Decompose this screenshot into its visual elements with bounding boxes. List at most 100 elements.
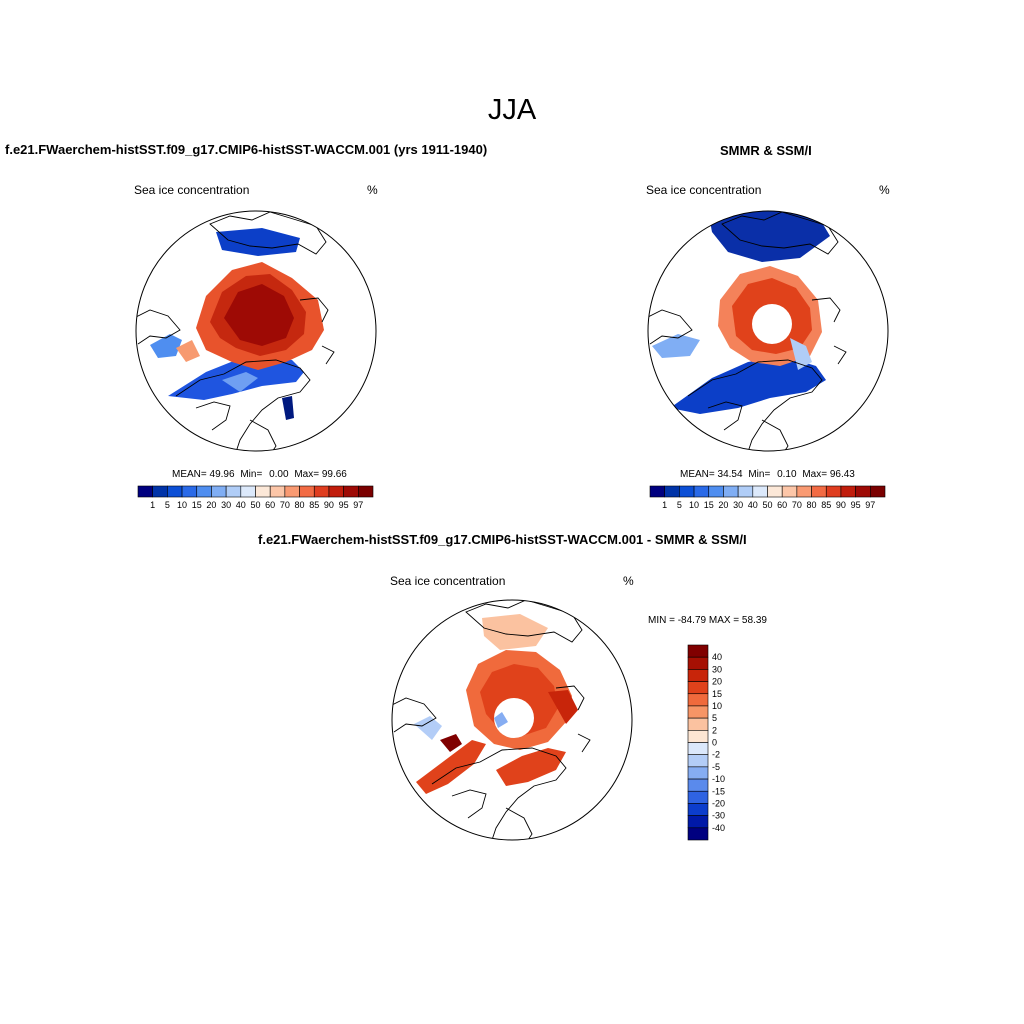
obs-min-value: 0.10 bbox=[777, 469, 797, 480]
model-max-value: 99.66 bbox=[321, 469, 347, 480]
obs-colorbar-swatch bbox=[796, 485, 812, 498]
model-stats: MEAN= 49.96 Min= 0.00 Max= 99.66 bbox=[172, 469, 347, 480]
model-colorbar-swatch bbox=[284, 485, 300, 498]
obs-stats: MEAN= 34.54 Min= 0.10 Max= 96.43 bbox=[680, 469, 855, 480]
model-map bbox=[135, 210, 377, 452]
diff-colorbar-swatch bbox=[687, 778, 709, 792]
model-map-border bbox=[135, 210, 377, 452]
model-colorbar-tick-label: 80 bbox=[295, 500, 305, 510]
model-ice-field bbox=[150, 228, 324, 420]
diff-variable-label: Sea ice concentration bbox=[390, 574, 506, 588]
obs-colorbar-swatch bbox=[708, 485, 724, 498]
obs-mean-value: 34.54 bbox=[717, 469, 743, 480]
model-mean-value: 49.96 bbox=[209, 469, 235, 480]
diff-colorbar-swatch bbox=[687, 790, 709, 804]
diff-map bbox=[391, 599, 633, 841]
obs-colorbar-tick-label: 80 bbox=[807, 500, 817, 510]
obs-colorbar: 1 5 10 15 20 30 40 50 60 70 80 85 90 95 97 bbox=[649, 485, 886, 510]
obs-colorbar-tick-label: 40 bbox=[748, 500, 758, 510]
obs-colorbar-tick-label: 10 bbox=[689, 500, 699, 510]
obs-ice-field bbox=[652, 211, 830, 414]
diff-minmax: MIN = -84.79 MAX = 58.39 bbox=[648, 615, 767, 626]
diff-colorbar-tick-label: 15 bbox=[712, 689, 722, 699]
model-colorbar-swatch bbox=[299, 485, 315, 498]
diff-colorbar-swatch bbox=[687, 754, 709, 768]
model-colorbar-tick-label: 30 bbox=[221, 500, 231, 510]
diff-colorbar-tick-label: -2 bbox=[712, 750, 720, 760]
diff-colorbar-swatch bbox=[687, 766, 709, 780]
model-colorbar-tick-label: 15 bbox=[192, 500, 202, 510]
model-colorbar-swatch bbox=[225, 485, 242, 498]
diff-colorbar-tick-label: 5 bbox=[712, 713, 717, 723]
model-colorbar-tick-label: 40 bbox=[236, 500, 246, 510]
model-colorbar: 1 5 10 15 20 30 40 50 60 70 80 85 90 95 97 bbox=[137, 485, 374, 510]
model-colorbar-swatch bbox=[255, 485, 271, 498]
obs-colorbar-tick-label: 30 bbox=[733, 500, 743, 510]
obs-colorbar-swatch bbox=[825, 485, 842, 498]
diff-units-label: % bbox=[623, 574, 634, 588]
obs-colorbar-swatch bbox=[870, 485, 886, 498]
diff-coastlines bbox=[392, 600, 591, 840]
diff-colorbar-swatch bbox=[687, 705, 709, 719]
model-min-label: Min= bbox=[240, 469, 263, 480]
obs-colorbar-tick-label: 60 bbox=[777, 500, 787, 510]
model-colorbar-tick-label: 90 bbox=[324, 500, 334, 510]
obs-colorbar-swatch bbox=[723, 485, 739, 498]
obs-colorbar-tick-label: 15 bbox=[704, 500, 714, 510]
obs-min-label: Min= bbox=[748, 469, 771, 480]
obs-colorbar-swatch bbox=[679, 485, 695, 498]
obs-colorbar-swatch bbox=[840, 485, 856, 498]
obs-colorbar-swatch bbox=[811, 485, 827, 498]
model-colorbar-tick-label: 95 bbox=[339, 500, 349, 510]
diff-colorbar-swatch bbox=[687, 730, 709, 743]
obs-colorbar-tick-label: 70 bbox=[792, 500, 802, 510]
obs-colorbar-tick-label: 50 bbox=[762, 500, 772, 510]
obs-variable-label: Sea ice concentration bbox=[646, 183, 762, 197]
diff-colorbar-tick-label: -30 bbox=[712, 811, 725, 821]
obs-colorbar-tick-label: 90 bbox=[836, 500, 846, 510]
diff-colorbar-tick-label: -40 bbox=[712, 823, 725, 833]
model-colorbar-swatch bbox=[137, 485, 153, 498]
model-colorbar-tick-label: 10 bbox=[177, 500, 187, 510]
diff-colorbar-tick-label: 10 bbox=[712, 701, 722, 711]
diff-colorbar-swatch bbox=[687, 815, 709, 829]
model-colorbar-tick-label: 85 bbox=[309, 500, 319, 510]
model-panel-title: f.e21.FWaerchem-histSST.f09_g17.CMIP6-hi… bbox=[5, 142, 488, 157]
model-mean-label: MEAN= bbox=[172, 469, 207, 480]
model-colorbar-tick-label: 70 bbox=[280, 500, 290, 510]
obs-colorbar-tick-label: 1 bbox=[662, 500, 667, 510]
diff-colorbar-swatch bbox=[687, 803, 709, 816]
obs-colorbar-swatch bbox=[781, 485, 798, 498]
model-colorbar-swatch bbox=[167, 485, 183, 498]
obs-colorbar-swatch bbox=[855, 485, 871, 498]
model-colorbar-swatch bbox=[240, 485, 256, 498]
diff-colorbar-tick-label: -20 bbox=[712, 798, 725, 808]
obs-colorbar-swatch bbox=[767, 485, 783, 498]
obs-colorbar-swatch bbox=[752, 485, 768, 498]
diff-colorbar-tick-label: 30 bbox=[712, 664, 722, 674]
model-min-value: 0.00 bbox=[269, 469, 289, 480]
diff-colorbar-swatch bbox=[687, 656, 709, 670]
obs-colorbar-swatch bbox=[737, 485, 754, 498]
model-colorbar-swatch bbox=[152, 485, 168, 498]
obs-colorbar-swatch bbox=[649, 485, 665, 498]
obs-colorbar-tick-label: 20 bbox=[718, 500, 728, 510]
obs-units-label: % bbox=[879, 183, 890, 197]
diff-colorbar-tick-label: 2 bbox=[712, 725, 717, 735]
model-max-label: Max= bbox=[294, 469, 320, 480]
obs-colorbar-tick-label: 97 bbox=[865, 500, 875, 510]
diff-panel-title: f.e21.FWaerchem-histSST.f09_g17.CMIP6-hi… bbox=[258, 532, 747, 547]
diff-map-border bbox=[391, 599, 633, 841]
diff-colorbar-tick-label: -10 bbox=[712, 774, 725, 784]
diff-colorbar-swatch bbox=[687, 717, 709, 731]
diff-colorbar-tick-label: 0 bbox=[712, 738, 717, 748]
obs-map bbox=[647, 210, 889, 452]
model-variable-label: Sea ice concentration bbox=[134, 183, 250, 197]
obs-max-value: 96.43 bbox=[829, 469, 855, 480]
model-coastlines bbox=[136, 211, 335, 451]
obs-map-border bbox=[647, 210, 889, 452]
obs-colorbar-tick-label: 85 bbox=[821, 500, 831, 510]
diff-colorbar-swatch bbox=[687, 644, 709, 658]
